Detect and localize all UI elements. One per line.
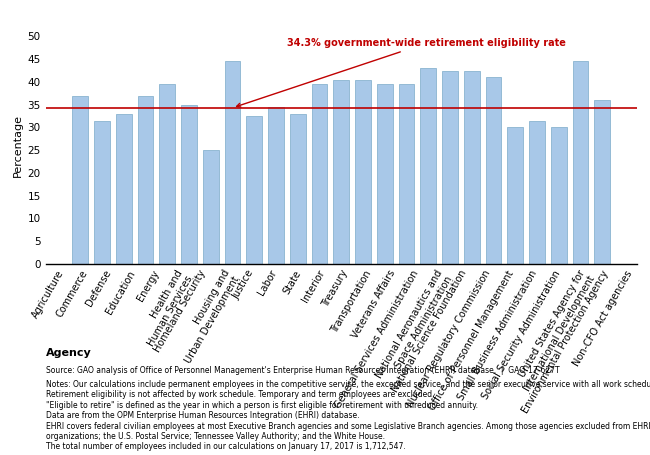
Text: Non-CFO Act agencies: Non-CFO Act agencies bbox=[571, 268, 634, 368]
Bar bbox=[268, 107, 284, 264]
Text: General Services Administration: General Services Administration bbox=[333, 268, 421, 410]
Bar bbox=[421, 68, 436, 264]
Text: Treasury: Treasury bbox=[320, 268, 350, 309]
Text: Notes: Our calculations include permanent employees in the competitive service, : Notes: Our calculations include permanen… bbox=[46, 380, 650, 451]
Text: Transportation: Transportation bbox=[330, 268, 374, 334]
Bar bbox=[377, 84, 393, 264]
Text: National Science Foundation: National Science Foundation bbox=[390, 268, 468, 394]
Bar bbox=[355, 80, 371, 264]
Text: Social Security Administration: Social Security Administration bbox=[481, 268, 563, 401]
Bar bbox=[225, 61, 240, 264]
Text: Source: GAO analysis of Office of Personnel Management's Enterprise Human Resour: Source: GAO analysis of Office of Person… bbox=[46, 366, 559, 375]
Text: United States Agency for
International Development: United States Agency for International D… bbox=[512, 268, 597, 393]
Bar bbox=[573, 61, 588, 264]
Bar bbox=[311, 84, 328, 264]
Text: Health and
Human Services: Health and Human Services bbox=[136, 268, 194, 348]
Text: 34.3% government-wide retirement eligibility rate: 34.3% government-wide retirement eligibi… bbox=[237, 38, 566, 107]
Bar bbox=[508, 127, 523, 264]
Text: Environmental Protection Agency: Environmental Protection Agency bbox=[520, 268, 610, 415]
Bar bbox=[72, 96, 88, 264]
Text: Homeland Security: Homeland Security bbox=[153, 268, 208, 354]
Bar bbox=[116, 114, 131, 264]
Bar bbox=[486, 77, 501, 264]
Text: Commerce: Commerce bbox=[55, 268, 90, 319]
Bar bbox=[529, 121, 545, 264]
Bar bbox=[290, 114, 305, 264]
Bar bbox=[94, 121, 110, 264]
Bar bbox=[159, 84, 175, 264]
Text: Defense: Defense bbox=[84, 268, 113, 308]
Bar bbox=[203, 150, 218, 264]
Text: Labor: Labor bbox=[257, 268, 279, 298]
Bar bbox=[138, 96, 153, 264]
Text: Justice: Justice bbox=[231, 268, 255, 301]
Text: Housing and
Urban Development: Housing and Urban Development bbox=[174, 268, 242, 364]
Y-axis label: Percentage: Percentage bbox=[13, 114, 23, 177]
Text: Nuclear Regulatory Commission: Nuclear Regulatory Commission bbox=[405, 268, 492, 409]
Text: Energy: Energy bbox=[135, 268, 161, 303]
Text: Agency: Agency bbox=[46, 348, 91, 358]
Text: Small Business Administration: Small Business Administration bbox=[456, 268, 540, 402]
Bar bbox=[551, 127, 567, 264]
Text: Office of Personnel Management: Office of Personnel Management bbox=[427, 268, 515, 412]
Text: National Aeronautics and
Space Administration: National Aeronautics and Space Administr… bbox=[374, 268, 454, 386]
Bar bbox=[595, 100, 610, 264]
Bar bbox=[464, 71, 480, 264]
Bar bbox=[398, 84, 414, 264]
Text: Education: Education bbox=[104, 268, 137, 316]
Text: Veterans Affairs: Veterans Affairs bbox=[350, 268, 397, 340]
Text: Interior: Interior bbox=[300, 268, 326, 304]
Bar bbox=[442, 71, 458, 264]
Text: Agriculture: Agriculture bbox=[31, 268, 66, 320]
Bar bbox=[246, 116, 262, 264]
Text: State: State bbox=[281, 268, 303, 296]
Bar bbox=[181, 105, 197, 264]
Bar bbox=[333, 80, 349, 264]
